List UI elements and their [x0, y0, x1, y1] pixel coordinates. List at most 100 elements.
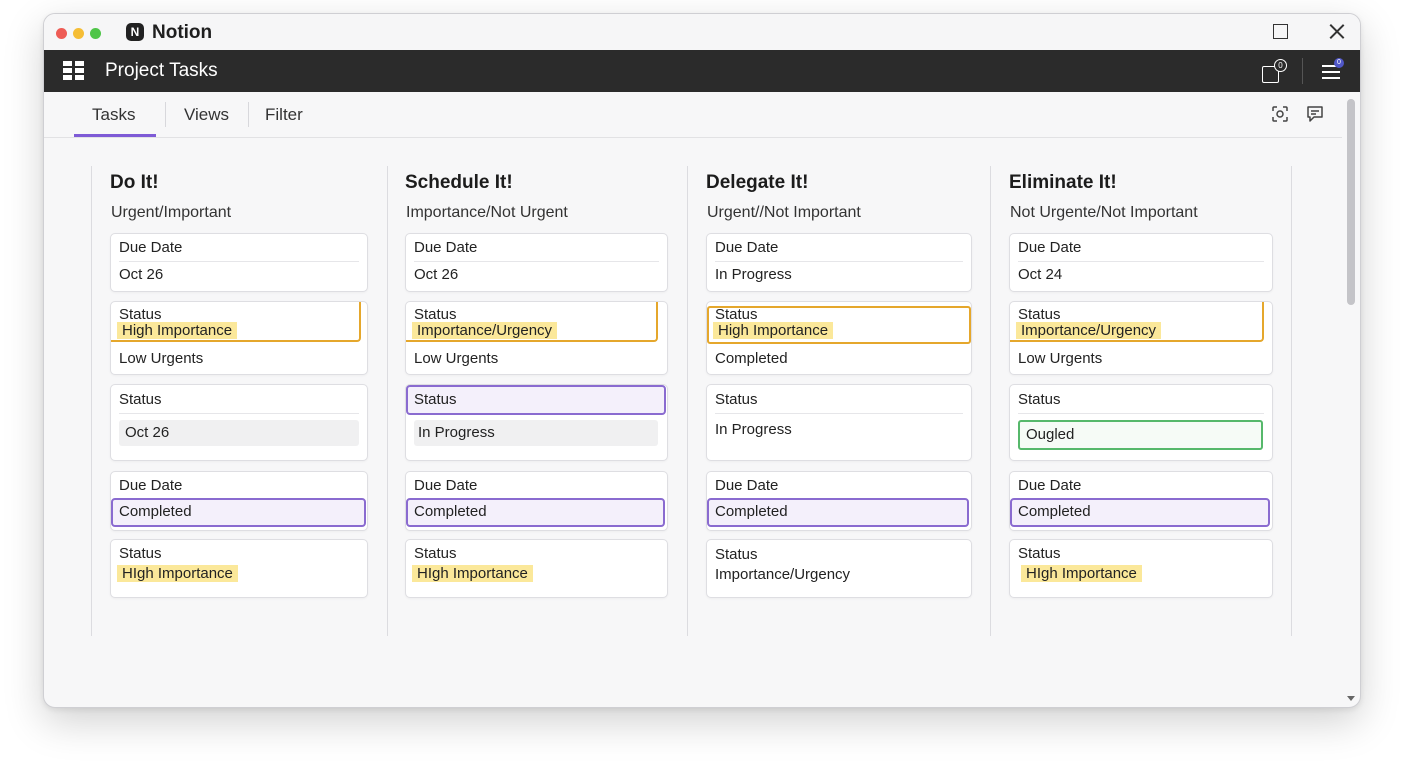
status-outline: [111, 302, 361, 342]
comment-icon[interactable]: [1305, 104, 1325, 124]
task-card[interactable]: Due Date Oct 26: [405, 233, 668, 292]
hamburger-menu-icon[interactable]: 0: [1321, 58, 1345, 84]
card-value: Low Urgents: [1018, 350, 1103, 367]
card-value: Oct 24: [1018, 266, 1063, 283]
card-label: Due Date: [1018, 477, 1082, 494]
column-divider: [387, 166, 388, 636]
column-title: Schedule It!: [405, 172, 513, 193]
card-value: Importance/Urgency: [715, 566, 851, 583]
card-divider: [1018, 413, 1264, 414]
completed-field[interactable]: [111, 498, 366, 527]
maximize-icon[interactable]: [1268, 21, 1292, 43]
close-window-dot[interactable]: [56, 28, 67, 39]
card-divider: [715, 413, 963, 414]
card-value: Low Urgents: [414, 350, 499, 367]
task-card[interactable]: Status Ougled: [1009, 384, 1273, 461]
card-label: Status: [414, 391, 457, 408]
task-card[interactable]: Status Oct 26: [110, 384, 368, 461]
tab-bar: Tasks Views Filter: [44, 92, 1342, 138]
card-label: Status: [1018, 306, 1061, 323]
card-divider: [119, 261, 359, 262]
task-card[interactable]: Due Date Completed: [405, 471, 668, 531]
value-field-green[interactable]: [1018, 420, 1263, 450]
tab-separator: [248, 102, 249, 127]
card-value: Completed: [715, 350, 788, 367]
status-highlight: HIgh Importance: [1021, 565, 1142, 582]
status-outline: [707, 306, 971, 344]
status-highlight: HIgh Importance: [412, 565, 533, 582]
task-card[interactable]: Due Date Oct 26: [110, 233, 368, 292]
status-highlight: High Importance: [117, 322, 238, 339]
task-card[interactable]: Status In Progress: [706, 384, 972, 461]
task-card[interactable]: Status High Importance Completed: [706, 301, 972, 375]
task-card[interactable]: Due Date Completed: [110, 471, 368, 531]
task-card[interactable]: Status Importance/Urgency: [706, 539, 972, 598]
page-header: Project Tasks 0 0: [44, 50, 1360, 92]
card-value: In Progress: [715, 266, 792, 283]
task-card[interactable]: Status In Progress: [405, 384, 668, 461]
task-card[interactable]: Status HIgh Importance: [405, 539, 668, 598]
completed-field[interactable]: [406, 498, 665, 527]
status-highlight: HIgh Importance: [117, 565, 238, 582]
status-highlight: Importance/Urgency: [412, 322, 558, 339]
task-card[interactable]: Due Date Completed: [1009, 471, 1273, 531]
card-value: In Progress: [418, 424, 495, 441]
card-label: Status: [414, 306, 457, 323]
column-divider: [91, 166, 92, 636]
card-divider: [414, 261, 659, 262]
card-value: Completed: [1018, 503, 1091, 520]
zoom-window-dot[interactable]: [90, 28, 101, 39]
scan-icon[interactable]: [1270, 104, 1290, 124]
tab-filter[interactable]: Filter: [265, 105, 303, 124]
completed-field[interactable]: [707, 498, 969, 527]
task-card[interactable]: Status Importance/Urgency Low Urgents: [405, 301, 668, 375]
grid-menu-icon[interactable]: [63, 60, 85, 82]
status-outline: [406, 302, 658, 342]
column-title: Eliminate It!: [1009, 172, 1117, 193]
tab-tasks[interactable]: Tasks: [92, 105, 136, 124]
scroll-thumb[interactable]: [1347, 99, 1355, 305]
vertical-scrollbar[interactable]: [1346, 98, 1356, 706]
task-card[interactable]: Status High Importance Low Urgents: [110, 301, 368, 375]
active-tab-indicator: [74, 134, 156, 137]
card-value: Oct 26: [414, 266, 459, 283]
task-card[interactable]: Status HIgh Importance: [110, 539, 368, 598]
card-label: Status: [1018, 391, 1061, 408]
column-subtitle: Urgent/Important: [111, 204, 232, 221]
task-card[interactable]: Due Date Oct 24: [1009, 233, 1273, 292]
close-icon[interactable]: [1325, 21, 1349, 43]
card-label: Status: [715, 306, 758, 323]
task-card[interactable]: Status HIgh Importance: [1009, 539, 1273, 598]
card-value: Completed: [119, 503, 192, 520]
task-card[interactable]: Due Date Completed: [706, 471, 972, 531]
value-field: [119, 420, 359, 446]
card-value: Completed: [414, 503, 487, 520]
column-title: Do It!: [110, 172, 159, 193]
share-icon[interactable]: 0: [1260, 58, 1287, 84]
card-label: Due Date: [414, 239, 478, 256]
card-value: Low Urgents: [119, 350, 204, 367]
task-card[interactable]: Due Date In Progress: [706, 233, 972, 292]
tab-views[interactable]: Views: [184, 105, 230, 124]
scroll-down-arrow-icon[interactable]: [1347, 696, 1355, 701]
card-label: Due Date: [715, 477, 779, 494]
column-title: Delegate It!: [706, 172, 809, 193]
completed-field[interactable]: [1010, 498, 1270, 527]
card-label: Status: [119, 306, 162, 323]
status-highlight: High Importance: [713, 322, 834, 339]
minimize-window-dot[interactable]: [73, 28, 84, 39]
column-subtitle: Urgent//Not Important: [707, 204, 861, 221]
card-divider: [1018, 261, 1264, 262]
task-card[interactable]: Status Importance/Urgency Low Urgents: [1009, 301, 1273, 375]
card-value: In Progress: [715, 421, 792, 438]
window-titlebar: N Notion: [44, 14, 1360, 50]
card-label: Status: [1018, 545, 1061, 562]
app-title: Notion: [152, 22, 213, 43]
column-subtitle: Importance/Not Urgent: [406, 204, 568, 221]
status-field[interactable]: [406, 385, 666, 415]
notion-logo-icon: N: [126, 23, 144, 41]
column-subtitle: Not Urgente/Not Important: [1010, 204, 1198, 221]
status-highlight: Importance/Urgency: [1016, 322, 1162, 339]
card-label: Due Date: [715, 239, 779, 256]
card-label: Status: [715, 391, 758, 408]
